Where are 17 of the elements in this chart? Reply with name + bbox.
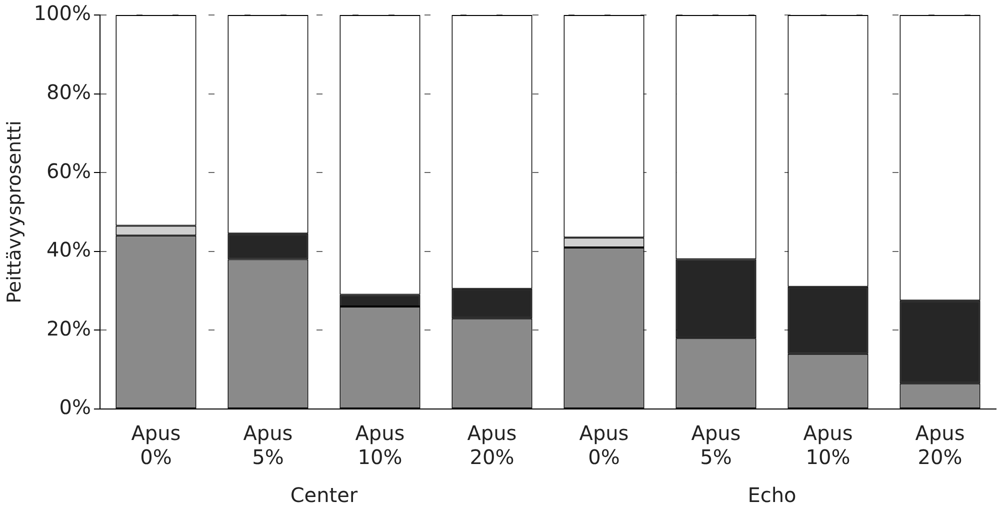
x-tick-label: Apus 20%: [915, 421, 965, 470]
y-tick-label: 0%: [59, 395, 91, 420]
y-axis-title: Peittävyysprosentti: [3, 120, 26, 304]
x-tick-label: Apus 10%: [355, 421, 405, 470]
x-tick-label: Apus 0%: [131, 421, 181, 470]
text: Echo: [748, 483, 796, 508]
x-tick-label: Apus 0%: [579, 421, 629, 470]
y-tick-label: 40%: [46, 238, 91, 262]
x-tick-label: Apus 5%: [691, 421, 741, 470]
text: Center: [290, 483, 358, 508]
y-tick-label: 60%: [46, 158, 91, 183]
x-tick-label: Apus 20%: [467, 421, 517, 470]
x-tick-label: Apus 10%: [803, 421, 853, 470]
y-tick-label: 20%: [46, 316, 91, 340]
y-tick-label: 80%: [46, 80, 91, 104]
x-tick-label: Apus 5%: [243, 421, 293, 470]
y-tick-label: 100%: [34, 1, 91, 26]
